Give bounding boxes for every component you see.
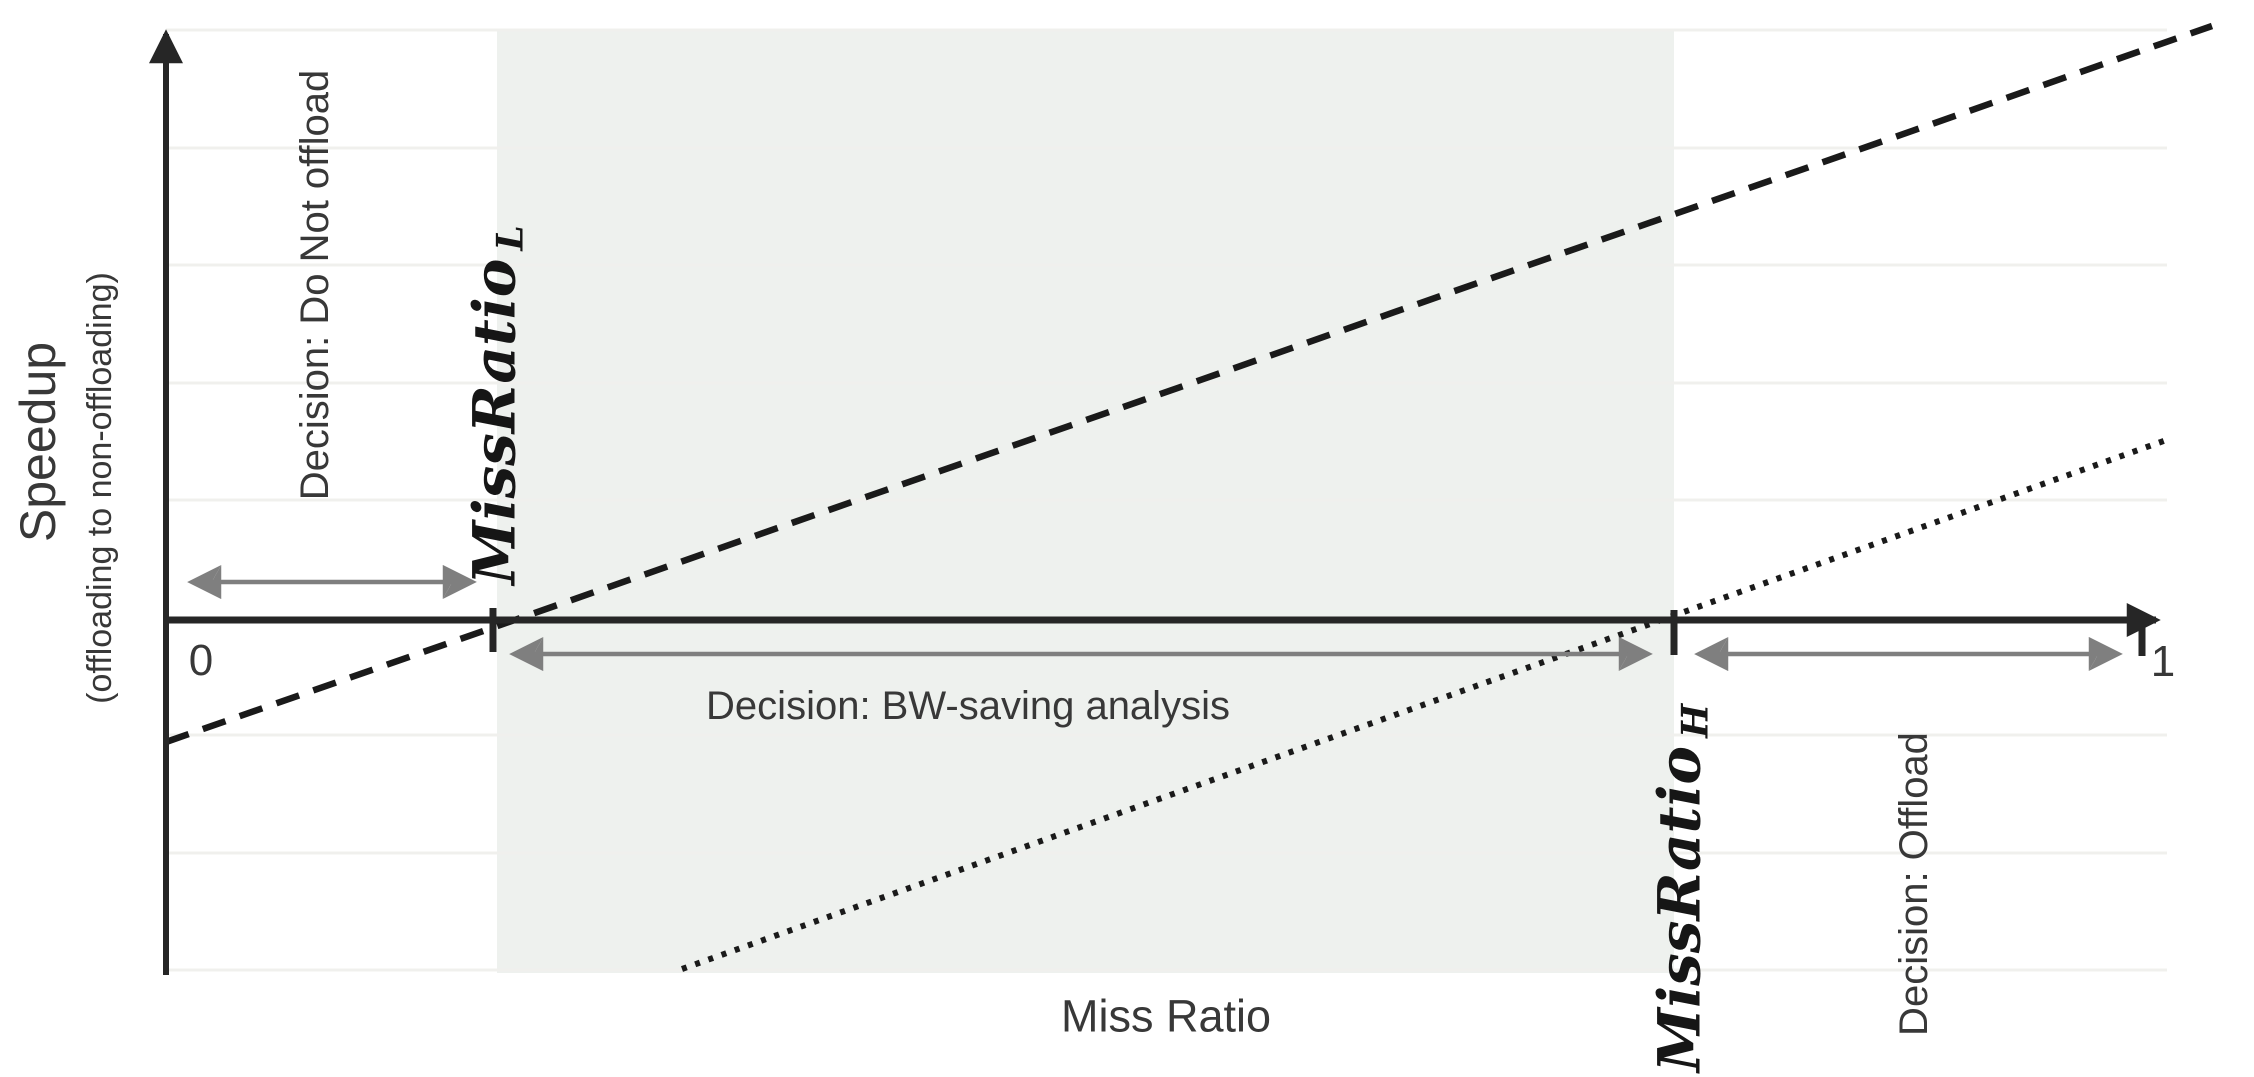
missratio-high-base: MissRatio — [1645, 745, 1714, 1073]
range-arrows — [187, 565, 2123, 671]
x-end-label: 1 — [2150, 637, 2176, 686]
missratio-high-subscript: H — [1674, 703, 1717, 738]
x-axis-title: Miss Ratio — [1060, 990, 1272, 1042]
axis-ticks — [489, 608, 2146, 656]
decision-bw-saving-label: Decision: BW-saving analysis — [706, 684, 1230, 728]
missratio-low-base: MissRatio — [460, 258, 529, 585]
missratio-low-label: MissRatio L — [461, 225, 532, 584]
y-axis-title: Speedup — [10, 341, 66, 543]
decision-do-not-offload-label: Decision: Do Not offload — [293, 69, 337, 501]
x-origin-label: 0 — [188, 636, 214, 685]
missratio-low-subscript: L — [489, 225, 532, 251]
y-axis-subtitle: (offloading to non-offloading) — [81, 272, 119, 704]
decision-offload-label: Decision: Offload — [1892, 732, 1936, 1036]
missratio-high-label: MissRatio H — [1646, 703, 1717, 1072]
gridlines — [166, 28, 2167, 972]
dotted-speedup-line — [680, 435, 2174, 972]
